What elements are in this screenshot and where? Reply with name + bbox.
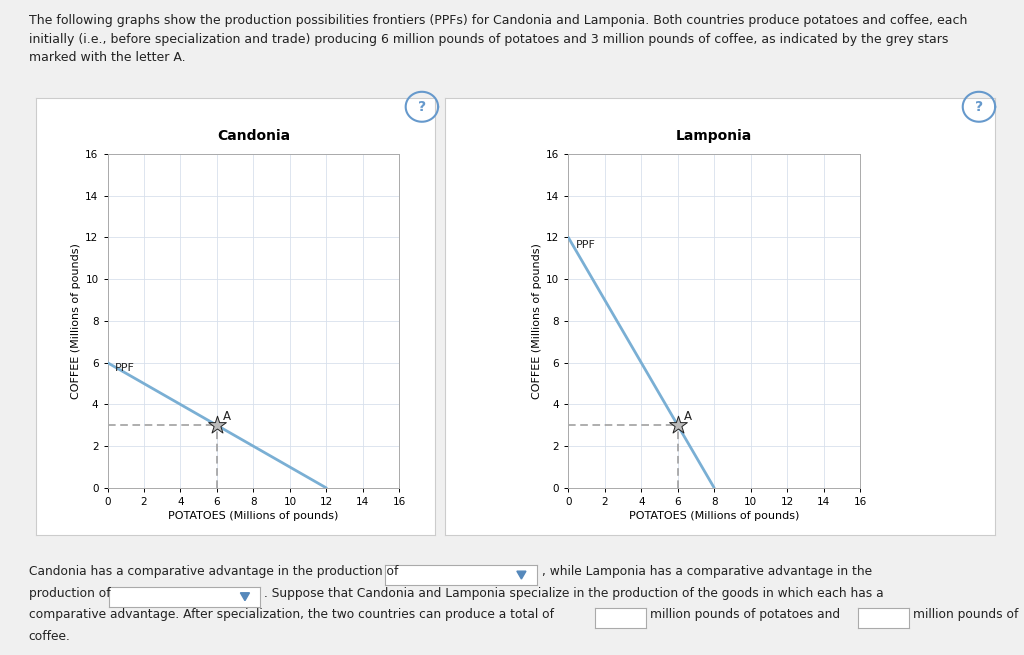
- Y-axis label: COFFEE (Millions of pounds): COFFEE (Millions of pounds): [71, 243, 81, 399]
- Text: A: A: [223, 410, 231, 423]
- Text: A: A: [684, 410, 692, 423]
- X-axis label: POTATOES (Millions of pounds): POTATOES (Millions of pounds): [168, 511, 339, 521]
- Polygon shape: [241, 593, 250, 601]
- Text: marked with the letter A.: marked with the letter A.: [29, 51, 185, 64]
- Text: Candonia has a comparative advantage in the production of: Candonia has a comparative advantage in …: [29, 565, 398, 578]
- Text: ?: ?: [975, 100, 983, 114]
- Y-axis label: COFFEE (Millions of pounds): COFFEE (Millions of pounds): [531, 243, 542, 399]
- Text: million pounds of potatoes and: million pounds of potatoes and: [650, 608, 841, 622]
- Text: initially (i.e., before specialization and trade) producing 6 million pounds of : initially (i.e., before specialization a…: [29, 33, 948, 46]
- Text: PPF: PPF: [115, 363, 135, 373]
- Text: . Suppose that Candonia and Lamponia specialize in the production of the goods i: . Suppose that Candonia and Lamponia spe…: [264, 587, 884, 600]
- Text: comparative advantage. After specialization, the two countries can produce a tot: comparative advantage. After specializat…: [29, 608, 554, 622]
- Title: Candonia: Candonia: [217, 129, 290, 143]
- Point: [670, 420, 686, 430]
- Text: , while Lamponia has a comparative advantage in the: , while Lamponia has a comparative advan…: [542, 565, 871, 578]
- Text: coffee.: coffee.: [29, 630, 71, 643]
- Text: The following graphs show the production possibilities frontiers (PPFs) for Cand: The following graphs show the production…: [29, 14, 967, 28]
- X-axis label: POTATOES (Millions of pounds): POTATOES (Millions of pounds): [629, 511, 800, 521]
- Text: production of: production of: [29, 587, 111, 600]
- Title: Lamponia: Lamponia: [676, 129, 753, 143]
- Point: [209, 420, 225, 430]
- Polygon shape: [517, 571, 526, 579]
- Text: PPF: PPF: [575, 240, 596, 250]
- Text: ?: ?: [418, 100, 426, 114]
- Text: million pounds of: million pounds of: [913, 608, 1019, 622]
